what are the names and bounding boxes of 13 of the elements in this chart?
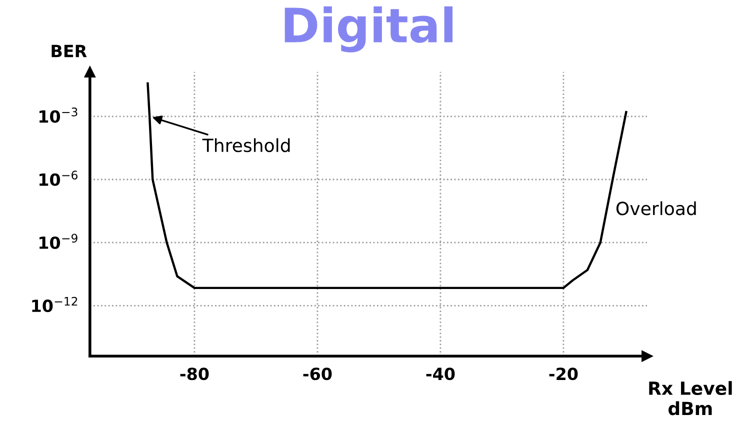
y-tick-label: 10$^{−12}$ [32,296,78,312]
x-tick-label: -20 [549,368,578,380]
chart-title: Digital [284,6,453,52]
y-tick-label: 10$^{−3}$ [40,108,78,123]
x-tick-label: -60 [303,368,332,380]
annotation: Threshold [202,138,290,152]
x-tick-label: -80 [180,368,209,380]
y-axis-title: BER [52,44,87,58]
x-axis-title: Rx Level dBm [649,381,732,416]
y-tick-label: 10$^{−6}$ [40,170,78,186]
y-tick-label: 10$^{−9}$ [40,234,78,250]
x-tick-label: -40 [426,368,455,380]
annotation: Overload [616,201,696,216]
